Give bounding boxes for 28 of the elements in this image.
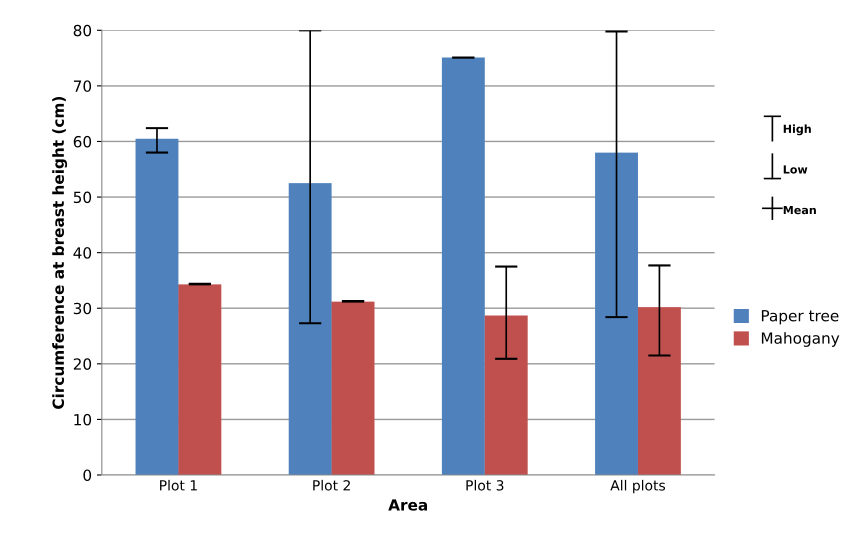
text: Mean bbox=[784, 206, 816, 214]
y-tick-label: 70 bbox=[74, 80, 92, 92]
y-tick-label: 20 bbox=[74, 358, 92, 370]
bar bbox=[484, 315, 528, 475]
bar bbox=[332, 302, 374, 475]
x-tick-label: Plot 3 bbox=[466, 480, 504, 491]
text: Low bbox=[784, 165, 808, 174]
bar bbox=[442, 58, 485, 475]
text: High bbox=[784, 124, 811, 136]
bar bbox=[178, 284, 222, 475]
y-tick-label: 80 bbox=[74, 24, 92, 36]
y-tick-label: 50 bbox=[74, 192, 92, 204]
y-tick-label: 0 bbox=[83, 469, 92, 482]
x-tick-label: Plot 1 bbox=[160, 480, 197, 491]
bar bbox=[136, 138, 178, 475]
bar bbox=[595, 152, 638, 475]
y-tick-label: 10 bbox=[74, 414, 92, 426]
x-tick-label: Plot 2 bbox=[313, 480, 350, 491]
x-axis-title: Area bbox=[388, 499, 428, 511]
bar bbox=[638, 307, 681, 475]
x-tick-label: All plots bbox=[610, 480, 666, 494]
y-tick-label: 30 bbox=[74, 302, 92, 314]
legend-label: Mahogany bbox=[762, 332, 840, 347]
y-axis-title: Circumference at breast height (cm) bbox=[52, 96, 68, 409]
y-tick-label: 40 bbox=[73, 247, 92, 259]
legend-label: Paper tree bbox=[762, 310, 838, 324]
bar bbox=[288, 183, 332, 475]
y-tick-label: 60 bbox=[74, 136, 92, 148]
